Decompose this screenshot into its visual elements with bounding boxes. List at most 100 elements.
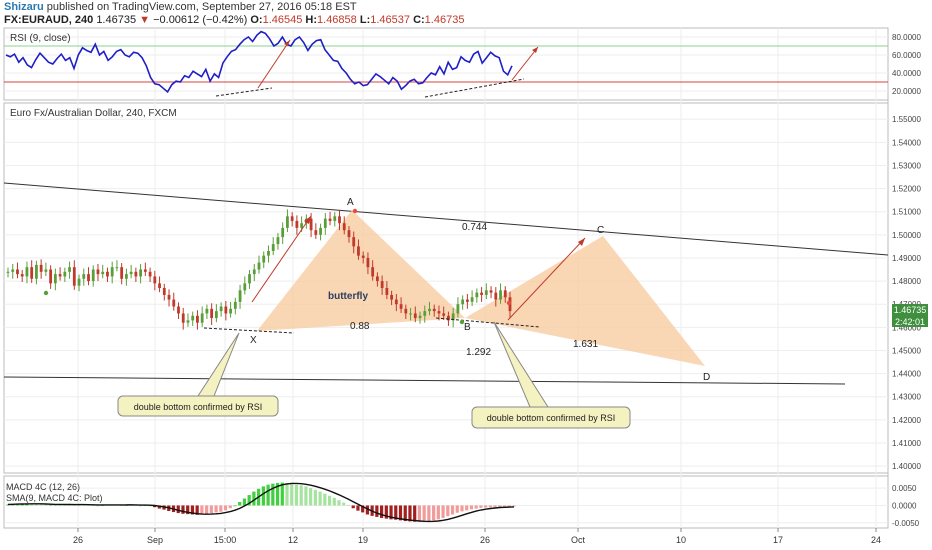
last-price-badge-text: 1.46735 — [894, 305, 927, 315]
candle-body — [30, 267, 34, 279]
macd-bar — [205, 505, 209, 514]
macd-bar — [200, 505, 204, 515]
macd-bar — [441, 505, 445, 518]
point-label-a: A — [347, 197, 354, 208]
candle-body — [366, 257, 370, 268]
rsi-grid: 80.0000 60.0000 40.0000 20.0000 — [4, 33, 921, 96]
macd-bar — [450, 505, 455, 515]
macd-bar — [394, 505, 398, 520]
rsi-tick-label: 40.0000 — [892, 69, 921, 78]
candle-body — [200, 313, 204, 323]
candle-body — [352, 237, 356, 247]
candle-body — [475, 292, 479, 298]
macd-bar — [285, 482, 289, 506]
signal-dot-left — [43, 290, 49, 296]
candle-body — [210, 308, 214, 319]
candle-body — [338, 216, 341, 224]
macd-bar — [266, 484, 270, 506]
candle-body — [257, 262, 261, 270]
signal-dot-top — [352, 208, 358, 214]
point-label-c: C — [597, 225, 604, 236]
point-label-b: B — [464, 322, 471, 333]
candle-body — [35, 264, 38, 279]
macd-bar — [488, 505, 492, 508]
candle-body — [342, 223, 346, 231]
macd-bar — [379, 505, 384, 518]
author-name[interactable]: Shizaru — [4, 1, 44, 13]
callout-left-box[interactable] — [117, 395, 279, 417]
candle-body — [470, 297, 474, 302]
price-tick-label: 1.51000 — [892, 208, 921, 217]
candle-body — [16, 269, 19, 275]
macd-bar — [304, 486, 308, 506]
candle-body — [229, 308, 232, 314]
candle-body — [465, 299, 469, 302]
candle-body — [68, 267, 71, 272]
candle-body — [437, 311, 441, 314]
candle-body — [489, 290, 493, 293]
callout-right-box[interactable] — [471, 406, 631, 429]
macd-bar — [323, 493, 327, 506]
candle-body — [418, 315, 422, 319]
macd-bar — [460, 505, 464, 512]
rsi-arrow-right-head — [532, 47, 538, 53]
low-label: L: — [359, 14, 371, 26]
macd-bar — [422, 505, 426, 522]
macd-bar — [403, 505, 407, 522]
candle-body — [44, 269, 48, 272]
macd-signal-line — [7, 482, 515, 523]
main-arrow-right — [507, 237, 586, 321]
candle-body — [87, 274, 90, 282]
candle-body — [286, 216, 289, 228]
candle-body — [177, 306, 180, 314]
ratio-xb: 0.88 — [350, 321, 370, 332]
macd-bar — [294, 484, 299, 506]
down-arrow-icon: ▼ — [139, 14, 151, 26]
candle-body — [167, 294, 171, 300]
candle-body — [451, 313, 455, 321]
candle-body — [158, 283, 161, 288]
macd-bar — [72, 505, 76, 506]
candle-body — [480, 292, 483, 295]
candle-body — [267, 251, 270, 256]
close-value: 1.46735 — [424, 14, 465, 26]
candle-body — [243, 283, 247, 291]
high-label: H: — [305, 14, 318, 26]
candle-body — [120, 267, 124, 279]
main-title: Euro Fx/Australian Dollar, 240, FXCM — [10, 108, 177, 119]
macd-bar — [261, 486, 265, 506]
candle-body — [442, 313, 446, 316]
price-tick-label: 1.42000 — [892, 416, 921, 425]
macd-tick-label: 0.0050 — [892, 484, 917, 493]
macd-bar — [238, 502, 242, 506]
macd-bar — [96, 505, 100, 507]
countdown-badge — [892, 316, 928, 327]
candle-body — [77, 278, 81, 286]
countdown-text: 2:42:01 — [895, 317, 925, 327]
candle-body — [380, 281, 384, 288]
rsi-title: RSI (9, close) — [10, 33, 71, 44]
candle-body — [456, 304, 460, 314]
price-tick-label: 1.46000 — [892, 323, 921, 332]
candle-body — [252, 269, 256, 275]
candle-body — [385, 288, 389, 295]
price-tick-label: 1.49000 — [892, 254, 921, 263]
time-tick-label: 15:00 — [214, 535, 237, 545]
candles-group — [6, 209, 512, 330]
time-tick-label: 26 — [480, 535, 490, 545]
symbol-label[interactable]: FX:EURAUD, 240 — [4, 14, 94, 26]
macd-bar — [91, 505, 95, 506]
candle-body — [20, 274, 24, 277]
macd-bar — [299, 485, 303, 506]
callout-left-text: double bottom confirmed by RSI — [134, 402, 263, 412]
candle-body — [143, 269, 147, 272]
macd-bar — [138, 505, 143, 507]
signal-dot-b — [459, 319, 465, 325]
candle-body — [432, 308, 436, 312]
candle-body — [484, 290, 488, 295]
candle-body — [110, 267, 114, 277]
time-tick-label: 19 — [358, 535, 368, 545]
macd-bar — [233, 505, 237, 507]
time-tick-label: Sep — [147, 535, 163, 545]
